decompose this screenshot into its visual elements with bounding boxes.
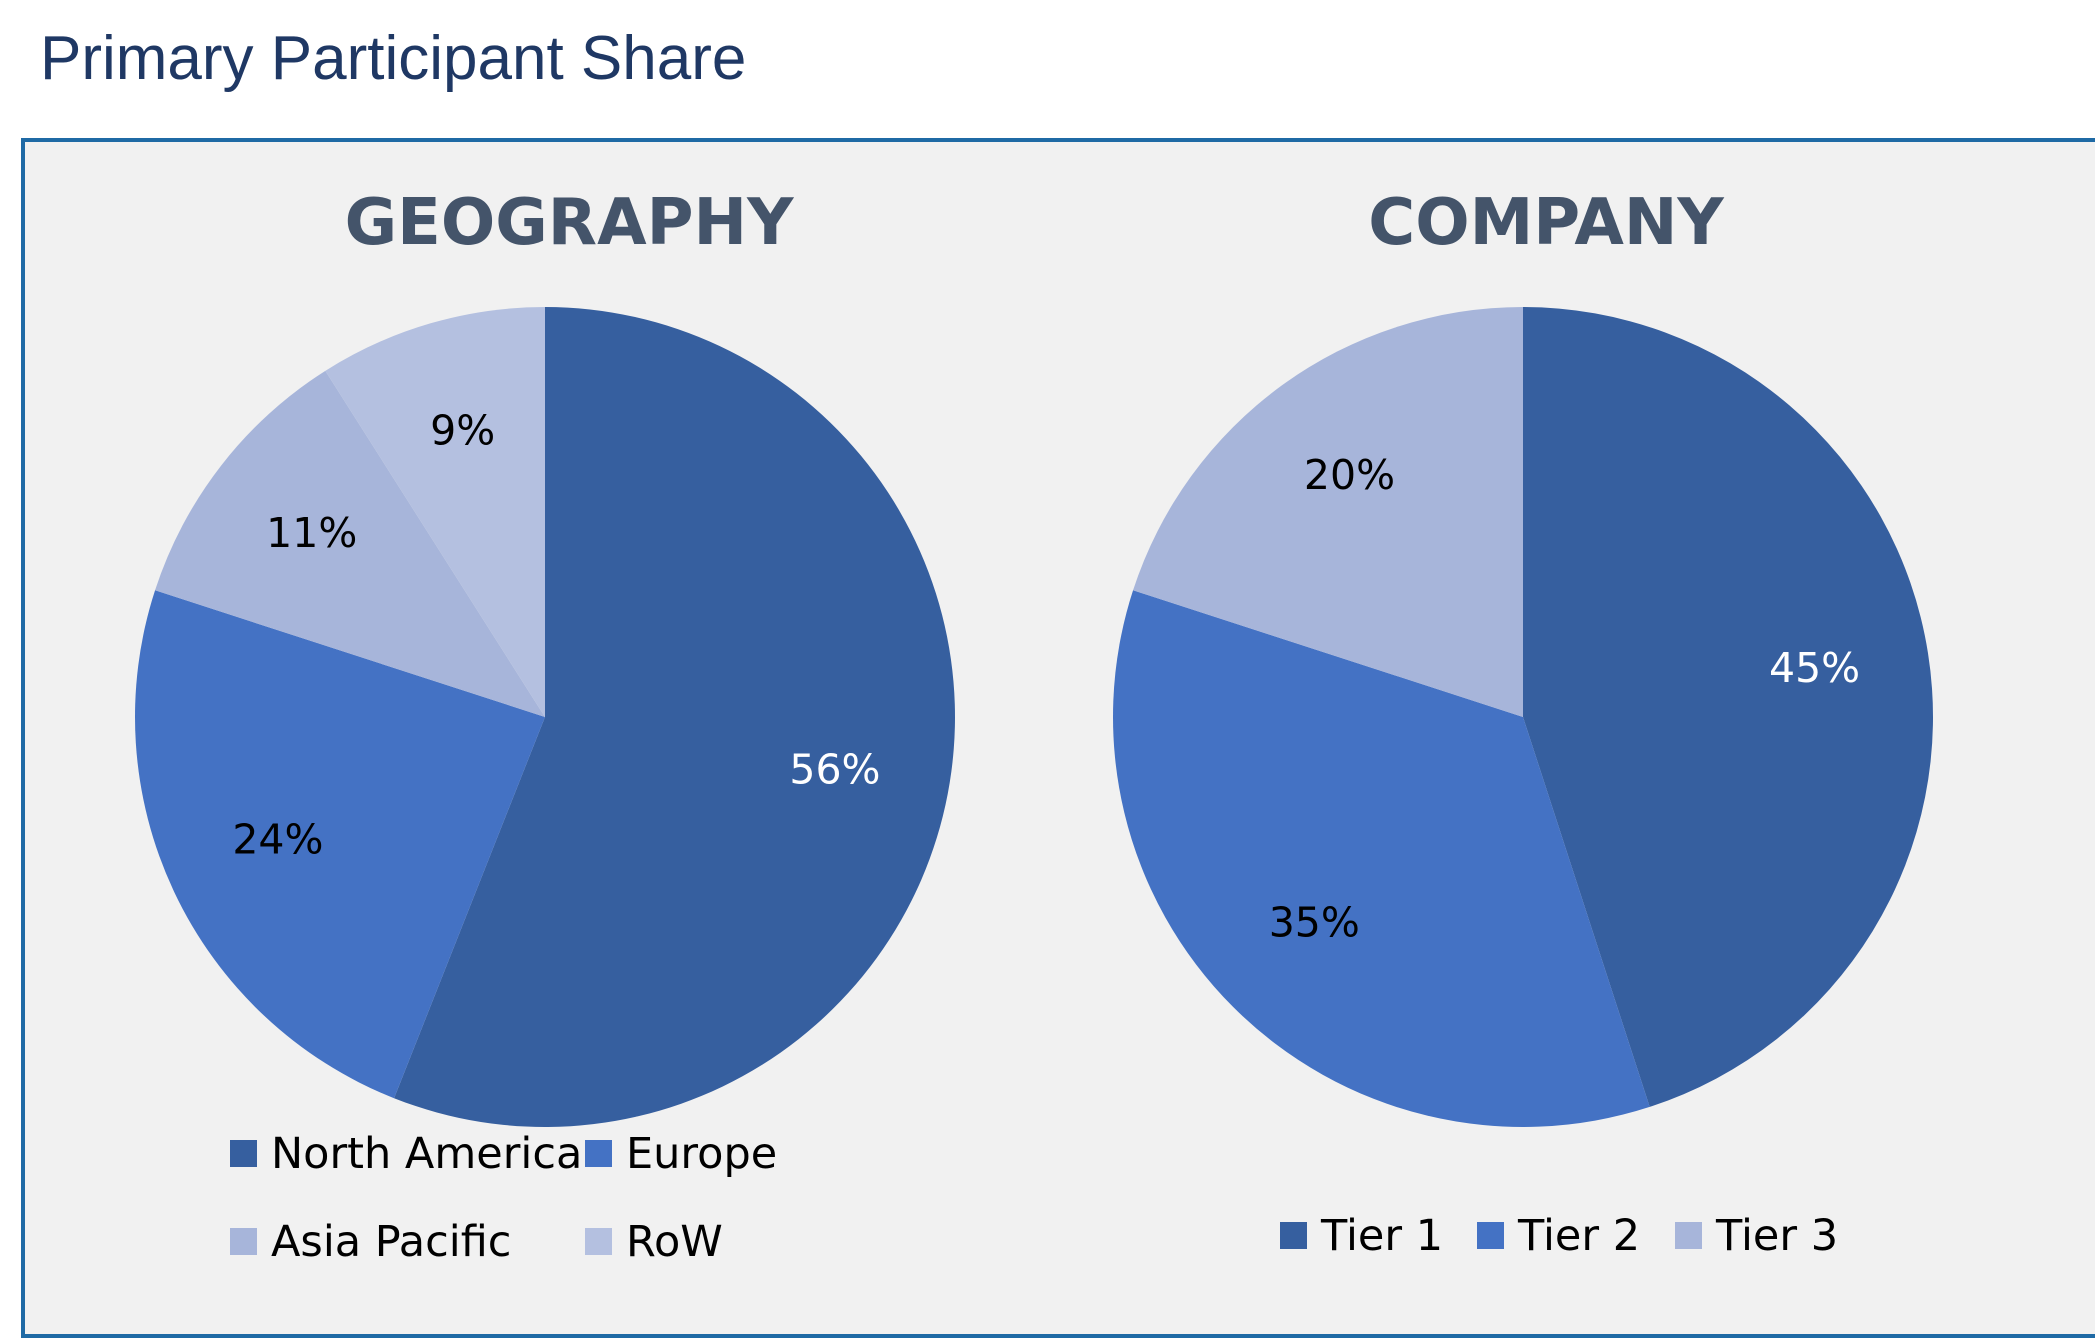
- chart-title-geography: GEOGRAPHY: [345, 186, 794, 260]
- data-label-row: 9%: [430, 407, 495, 455]
- legend-item-north-america: North America: [230, 1129, 582, 1179]
- legend-swatch: [585, 1228, 612, 1255]
- legend-item-tier-1: Tier 1: [1280, 1211, 1443, 1261]
- legend-item-europe: Europe: [585, 1129, 777, 1179]
- geography-pie-chart: GEOGRAPHY 56% 24% 11% 9% North America Europ…: [134, 186, 955, 1267]
- legend-label: Tier 3: [1715, 1211, 1838, 1261]
- legend-swatch: [1280, 1222, 1307, 1249]
- legend-swatch: [230, 1228, 257, 1255]
- legend-label: RoW: [626, 1217, 723, 1267]
- pie-slice-tier-2: [1112, 590, 1650, 1128]
- pie-slice-asia-pacific: [155, 370, 545, 717]
- data-label-tier-3: 20%: [1304, 451, 1395, 499]
- pie-slice-tier-1: [1523, 307, 1934, 1107]
- legend-swatch: [1477, 1222, 1504, 1249]
- page-title: Primary Participant Share: [40, 24, 747, 93]
- pie-slice-tier-3: [1133, 307, 1523, 717]
- pie-slice-north-america: [394, 307, 955, 1127]
- legend-label: North America: [271, 1129, 582, 1179]
- company-pie-chart: COMPANY 45% 35% 20% Tier 1 Tier 2 Tier 3: [1112, 186, 1934, 1261]
- legend-item-asia-pacific: Asia Pacific: [230, 1217, 511, 1267]
- legend-label: Asia Pacific: [271, 1217, 511, 1267]
- legend-item-row: RoW: [585, 1217, 723, 1267]
- pie-slice-row: [325, 307, 545, 717]
- data-label-asia-pacific: 11%: [266, 509, 357, 557]
- legend-swatch: [585, 1140, 612, 1167]
- data-label-north-america: 56%: [789, 745, 880, 793]
- data-label-europe: 24%: [232, 816, 323, 864]
- legend-swatch: [230, 1140, 257, 1167]
- legend-label: Tier 1: [1320, 1211, 1443, 1261]
- legend-label: Europe: [626, 1129, 777, 1179]
- legend-label: Tier 2: [1517, 1211, 1640, 1261]
- data-label-tier-2: 35%: [1269, 899, 1360, 947]
- data-label-tier-1: 45%: [1769, 644, 1860, 692]
- legend-item-tier-2: Tier 2: [1477, 1211, 1640, 1261]
- legend-item-tier-3: Tier 3: [1675, 1211, 1838, 1261]
- chart-title-company: COMPANY: [1368, 186, 1724, 260]
- pie-slice-europe: [134, 590, 545, 1099]
- legend-swatch: [1675, 1222, 1702, 1249]
